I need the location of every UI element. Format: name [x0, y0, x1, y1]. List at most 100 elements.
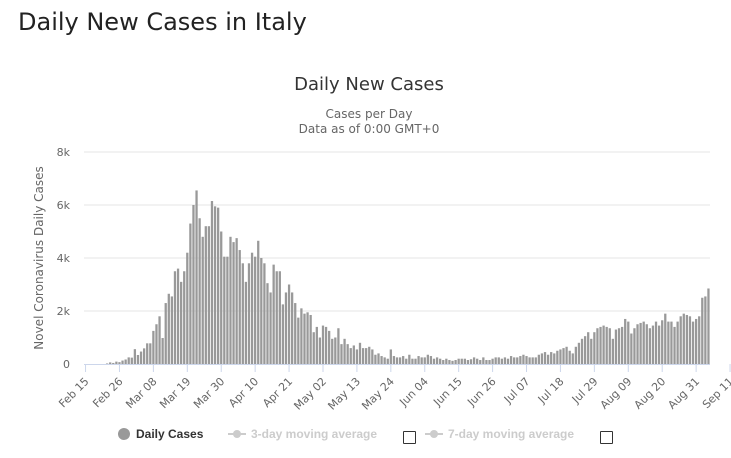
legend-item-3-day-average[interactable]: 3-day moving average	[228, 427, 377, 441]
bar[interactable]	[654, 321, 658, 364]
bar[interactable]	[121, 360, 124, 364]
bar[interactable]	[303, 313, 306, 364]
bar[interactable]	[491, 358, 494, 364]
bar[interactable]	[513, 357, 516, 365]
bar[interactable]	[210, 201, 214, 364]
bar[interactable]	[624, 318, 627, 364]
bar[interactable]	[235, 238, 238, 365]
bar[interactable]	[220, 231, 223, 365]
bar[interactable]	[466, 360, 470, 364]
bar[interactable]	[340, 344, 343, 365]
legend-item-7-day-average[interactable]: 7-day moving average	[425, 427, 574, 441]
bar[interactable]	[204, 226, 207, 364]
bar[interactable]	[691, 321, 695, 364]
bar[interactable]	[423, 357, 426, 365]
bar[interactable]	[454, 360, 457, 364]
bar[interactable]	[620, 326, 624, 364]
bar[interactable]	[497, 357, 500, 365]
bar[interactable]	[374, 354, 377, 364]
bar[interactable]	[213, 206, 217, 364]
bar[interactable]	[648, 328, 652, 364]
bar[interactable]	[297, 317, 300, 365]
bar[interactable]	[229, 236, 232, 364]
bar[interactable]	[627, 321, 630, 364]
bar[interactable]	[411, 358, 414, 364]
bar[interactable]	[331, 338, 334, 364]
bar[interactable]	[380, 356, 383, 364]
bar[interactable]	[698, 316, 701, 364]
bar[interactable]	[608, 328, 611, 364]
bar[interactable]	[682, 313, 685, 364]
bar[interactable]	[494, 357, 497, 365]
bar[interactable]	[238, 250, 241, 364]
bar[interactable]	[429, 356, 433, 364]
bar[interactable]	[577, 342, 581, 364]
bar[interactable]	[321, 325, 325, 364]
bar[interactable]	[550, 352, 553, 364]
bar[interactable]	[587, 332, 590, 364]
bar[interactable]	[673, 326, 676, 364]
bar[interactable]	[531, 357, 534, 365]
bar[interactable]	[260, 258, 263, 364]
bar[interactable]	[281, 304, 285, 365]
bar[interactable]	[605, 326, 608, 364]
bar[interactable]	[164, 303, 167, 364]
bar[interactable]	[170, 296, 174, 364]
bar[interactable]	[528, 357, 531, 365]
bar[interactable]	[482, 357, 485, 365]
bar[interactable]	[118, 362, 121, 364]
bar[interactable]	[645, 324, 648, 364]
bar[interactable]	[392, 356, 396, 364]
bar[interactable]	[192, 205, 195, 364]
bar[interactable]	[195, 190, 198, 364]
bar[interactable]	[519, 356, 522, 364]
bar[interactable]	[639, 322, 642, 364]
bar[interactable]	[358, 342, 362, 364]
bar[interactable]	[161, 338, 164, 364]
bar[interactable]	[661, 320, 664, 364]
bar[interactable]	[472, 357, 476, 365]
bar[interactable]	[337, 328, 340, 364]
bar[interactable]	[574, 346, 577, 364]
bar[interactable]	[146, 343, 149, 364]
bar[interactable]	[318, 337, 322, 365]
bar[interactable]	[324, 326, 328, 364]
bar[interactable]	[269, 292, 272, 364]
bar[interactable]	[688, 316, 692, 364]
bar[interactable]	[346, 344, 349, 365]
bar[interactable]	[476, 358, 479, 364]
bar[interactable]	[414, 358, 417, 364]
bar[interactable]	[445, 358, 448, 364]
bar[interactable]	[408, 354, 411, 364]
bar[interactable]	[272, 264, 275, 365]
bar[interactable]	[127, 357, 130, 365]
bar[interactable]	[183, 271, 186, 364]
bar[interactable]	[300, 308, 303, 364]
bar[interactable]	[241, 263, 244, 364]
bar[interactable]	[599, 326, 602, 364]
bar[interactable]	[435, 357, 439, 365]
bar[interactable]	[173, 271, 177, 364]
bar[interactable]	[254, 256, 257, 364]
bar[interactable]	[284, 292, 288, 364]
bar[interactable]	[568, 350, 571, 364]
bar[interactable]	[149, 343, 152, 364]
bar[interactable]	[142, 348, 146, 364]
bar[interactable]	[534, 357, 537, 365]
bar[interactable]	[457, 358, 460, 364]
bar[interactable]	[667, 321, 670, 364]
bar[interactable]	[488, 360, 491, 364]
bar[interactable]	[158, 316, 161, 364]
bar[interactable]	[361, 348, 365, 364]
bar[interactable]	[636, 324, 639, 364]
bar[interactable]	[701, 297, 704, 364]
bar[interactable]	[679, 316, 682, 364]
bar[interactable]	[664, 313, 667, 364]
bar[interactable]	[707, 288, 710, 364]
bar[interactable]	[559, 349, 562, 364]
bar[interactable]	[448, 360, 451, 364]
bar[interactable]	[395, 357, 399, 365]
bar[interactable]	[522, 354, 525, 364]
bar[interactable]	[537, 354, 540, 364]
bar[interactable]	[596, 328, 599, 364]
